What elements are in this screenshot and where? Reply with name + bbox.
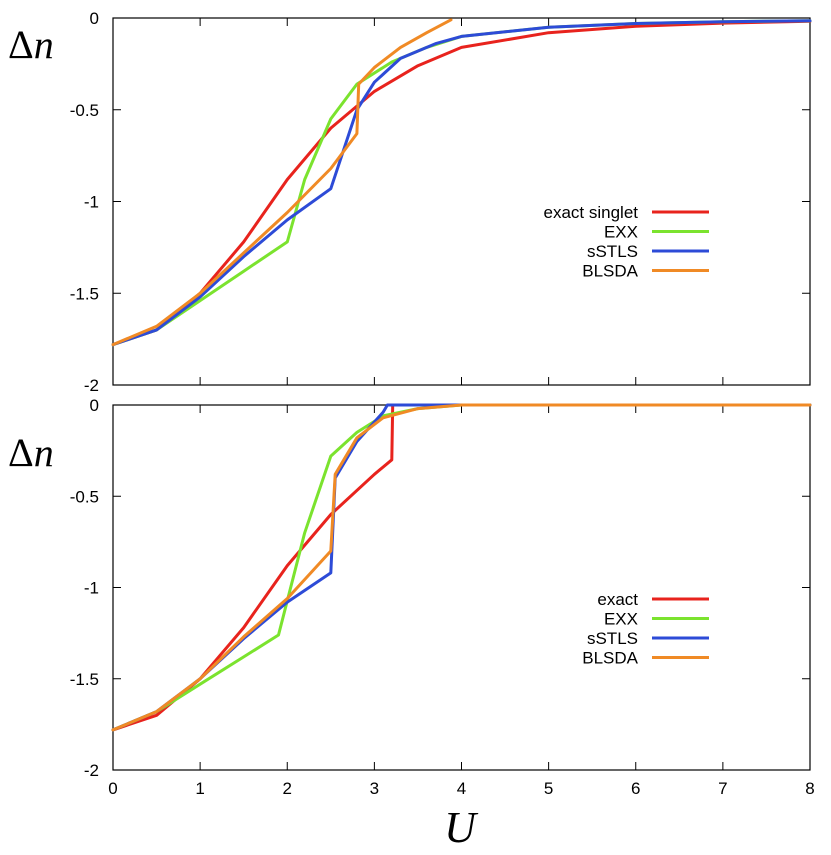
legend-label: EXX [604, 223, 638, 242]
legend-label: BLSDA [582, 262, 638, 281]
series-line-exact-singlet [111, 19, 812, 347]
x-tick-label: 7 [718, 779, 727, 798]
y-tick-label: -0.5 [70, 487, 99, 506]
x-tick-label: 2 [283, 779, 292, 798]
series-line-exact [111, 403, 812, 732]
plot-frame [112, 17, 811, 386]
x-axis-label: U [444, 803, 479, 852]
y-tick-label: -2 [84, 761, 99, 780]
x-tick-label: 8 [805, 779, 814, 798]
x-tick-label: 4 [457, 779, 466, 798]
legend-label: sSTLS [587, 242, 638, 261]
y-tick-label: -1.5 [70, 284, 99, 303]
top-panel: 0 -0.5 -1 -1.5 -2 Δn exact singletEXXsSTLSBLSD… [8, 9, 812, 395]
x-tick-label: 3 [370, 779, 379, 798]
series-line-blsda [111, 18, 453, 347]
y-axis-label-symbol: Δ [8, 430, 34, 475]
y-axis-label-symbol: Δ [8, 22, 34, 67]
y-tick-label: -1 [84, 193, 99, 212]
y-axis-label: Δn [8, 430, 54, 475]
x-tick-label: 1 [195, 779, 204, 798]
y-axis-label-variable: n [34, 430, 54, 475]
legend-label: BLSDA [582, 649, 638, 668]
y-tick-label: 0 [90, 9, 99, 28]
y-tick-label: 0 [90, 396, 99, 415]
series-line-exx [111, 19, 812, 347]
bottom-panel: 0 -0.5 -1 -1.5 -2 0 1 2 3 4 5 6 7 8 Δn UexactEXXsSTLSBL… [8, 396, 815, 852]
x-tick-label: 6 [631, 779, 640, 798]
legend-label: EXX [604, 610, 638, 629]
x-tick-label: 5 [544, 779, 553, 798]
y-tick-label: -0.5 [70, 101, 99, 120]
series-line-blsda [111, 403, 812, 732]
y-axis-label: Δn [8, 22, 54, 67]
x-tick-label: 0 [108, 779, 117, 798]
legend-label: sSTLS [587, 629, 638, 648]
y-tick-label: -1 [84, 579, 99, 598]
legend-label: exact [597, 590, 638, 609]
y-axis-label-variable: n [34, 22, 54, 67]
series-line-sstls [111, 19, 812, 347]
plot-frame [112, 404, 811, 771]
series-line-exx [111, 403, 812, 732]
legend-label: exact singlet [544, 203, 639, 222]
series-line-sstls [111, 403, 812, 732]
y-tick-label: -1.5 [70, 670, 99, 689]
y-tick-label: -2 [84, 376, 99, 395]
